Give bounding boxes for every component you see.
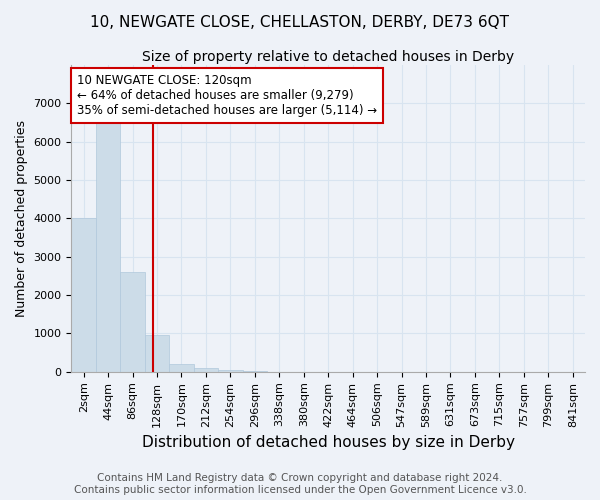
Title: Size of property relative to detached houses in Derby: Size of property relative to detached ho… bbox=[142, 50, 514, 64]
Text: 10 NEWGATE CLOSE: 120sqm
← 64% of detached houses are smaller (9,279)
35% of sem: 10 NEWGATE CLOSE: 120sqm ← 64% of detach… bbox=[77, 74, 377, 118]
Bar bbox=[194, 368, 218, 372]
Bar bbox=[242, 371, 267, 372]
Bar bbox=[218, 370, 242, 372]
Bar bbox=[169, 364, 194, 372]
Bar bbox=[121, 272, 145, 372]
Text: 10, NEWGATE CLOSE, CHELLASTON, DERBY, DE73 6QT: 10, NEWGATE CLOSE, CHELLASTON, DERBY, DE… bbox=[91, 15, 509, 30]
Bar bbox=[96, 120, 121, 372]
Bar bbox=[71, 218, 96, 372]
Bar bbox=[145, 336, 169, 372]
X-axis label: Distribution of detached houses by size in Derby: Distribution of detached houses by size … bbox=[142, 435, 515, 450]
Text: Contains HM Land Registry data © Crown copyright and database right 2024.
Contai: Contains HM Land Registry data © Crown c… bbox=[74, 474, 526, 495]
Y-axis label: Number of detached properties: Number of detached properties bbox=[15, 120, 28, 317]
